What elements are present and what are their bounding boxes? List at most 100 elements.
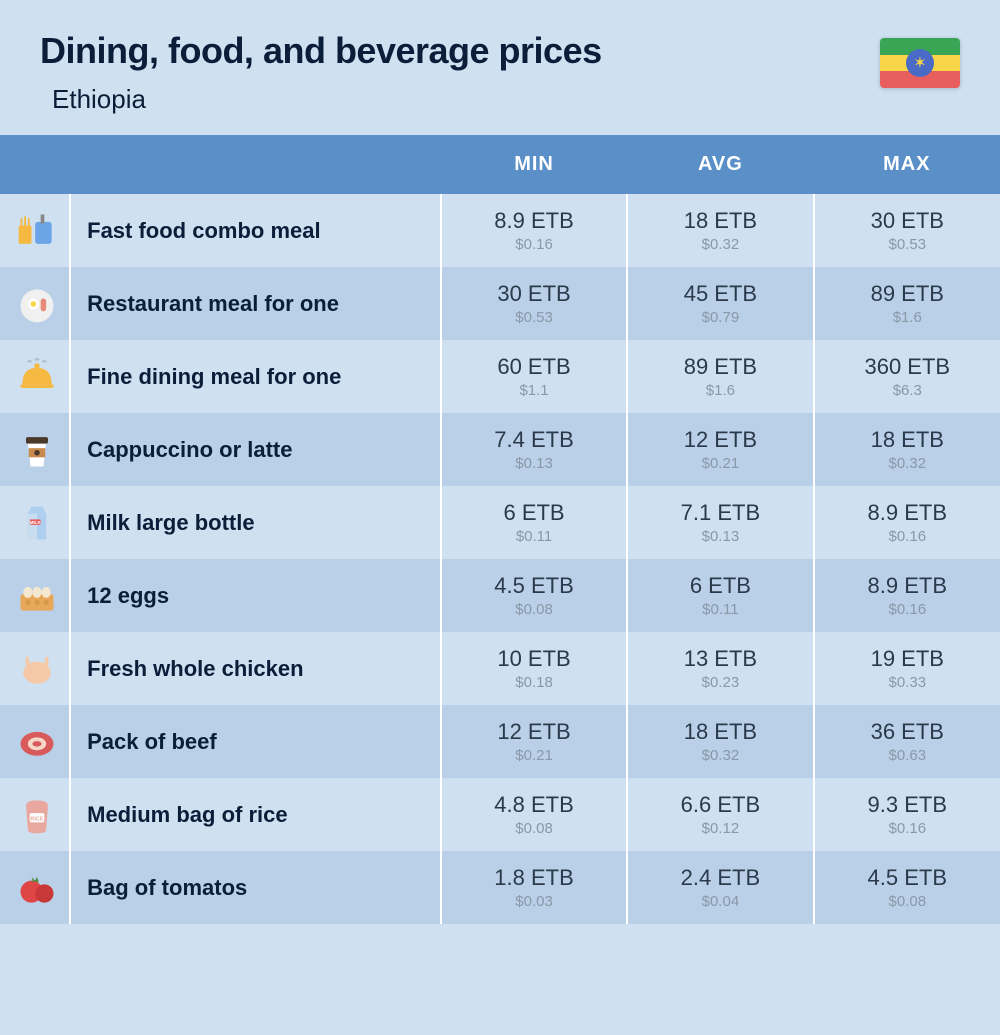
price-main: 9.3 ETB bbox=[815, 792, 1000, 818]
col-min: MIN bbox=[441, 135, 627, 194]
price-main: 18 ETB bbox=[815, 427, 1000, 453]
price-main: 13 ETB bbox=[628, 646, 812, 672]
item-label: Milk large bottle bbox=[70, 486, 441, 559]
item-label: Fine dining meal for one bbox=[70, 340, 441, 413]
price-usd: $1.6 bbox=[628, 382, 812, 399]
price-max: 89 ETB$1.6 bbox=[814, 267, 1000, 340]
price-min: 6 ETB$0.11 bbox=[441, 486, 627, 559]
country-name: Ethiopia bbox=[52, 84, 880, 115]
price-main: 89 ETB bbox=[628, 354, 812, 380]
price-avg: 89 ETB $1.6 bbox=[627, 340, 813, 413]
price-main: 12 ETB bbox=[442, 719, 626, 745]
fastfood-icon bbox=[0, 194, 70, 267]
price-usd: $0.16 bbox=[815, 528, 1000, 545]
price-max: 30 ETB $0.53 bbox=[814, 194, 1000, 267]
price-min: 4.5 ETB $0.08 bbox=[441, 559, 627, 632]
price-main: 4.8 ETB bbox=[442, 792, 626, 818]
price-min: 7.4 ETB$0.13 bbox=[441, 413, 627, 486]
table-row: Fine dining meal for one60 ETB $1.189 ETB… bbox=[0, 340, 1000, 413]
price-usd: $0.03 bbox=[442, 893, 626, 910]
item-label: Bag of tomatos bbox=[70, 851, 441, 924]
table-row: RICE Medium bag of rice4.8 ETB $0.086.6 ET… bbox=[0, 778, 1000, 851]
price-usd: $0.63 bbox=[815, 747, 1000, 764]
flag-icon: ✶ bbox=[880, 38, 960, 88]
price-main: 1.8 ETB bbox=[442, 865, 626, 891]
price-usd: $0.08 bbox=[815, 893, 1000, 910]
price-max: 360 ETB $6.3 bbox=[814, 340, 1000, 413]
table-row: 12 eggs4.5 ETB$0.086 ETB$0.118.9 ETB$0.1… bbox=[0, 559, 1000, 632]
price-avg: 12 ETB$0.21 bbox=[627, 413, 813, 486]
svg-text:MILK: MILK bbox=[29, 519, 41, 524]
price-avg: 6.6 ETB$0.12 bbox=[627, 778, 813, 851]
price-min: 10 ETB $0.18 bbox=[441, 632, 627, 705]
item-label: Fresh whole chicken bbox=[70, 632, 441, 705]
price-max: 9.3 ETB$0.16 bbox=[814, 778, 1000, 851]
price-main: 30 ETB bbox=[442, 281, 626, 307]
milk-icon: MILK bbox=[0, 486, 70, 559]
col-avg: AVG bbox=[627, 135, 813, 194]
price-usd: $0.53 bbox=[815, 236, 1000, 253]
tomato-icon bbox=[0, 851, 70, 924]
price-main: 7.1 ETB bbox=[628, 500, 812, 526]
price-min: 8.9 ETB$0.16 bbox=[441, 194, 627, 267]
price-usd: $0.12 bbox=[628, 820, 812, 837]
item-label: Restaurant meal for one bbox=[70, 267, 441, 340]
price-main: 6 ETB bbox=[628, 573, 812, 599]
price-usd: $0.13 bbox=[628, 528, 812, 545]
price-usd: $0.11 bbox=[628, 601, 812, 618]
price-usd: $0.32 bbox=[628, 236, 812, 253]
item-label: Medium bag of rice bbox=[70, 778, 441, 851]
price-avg: 2.4 ETB$0.04 bbox=[627, 851, 813, 924]
price-usd: $0.18 bbox=[442, 674, 626, 691]
meal-icon bbox=[0, 267, 70, 340]
table-row: Pack of beef12 ETB $0.2118 ETB$0.3236 ETB… bbox=[0, 705, 1000, 778]
price-max: 36 ETB $0.63 bbox=[814, 705, 1000, 778]
price-usd: $0.08 bbox=[442, 601, 626, 618]
table-header-row: MIN AVG MAX bbox=[0, 135, 1000, 194]
price-main: 360 ETB bbox=[815, 354, 1000, 380]
price-avg: 6 ETB $0.11 bbox=[627, 559, 813, 632]
price-min: 4.8 ETB $0.08 bbox=[441, 778, 627, 851]
price-main: 19 ETB bbox=[815, 646, 1000, 672]
price-main: 30 ETB bbox=[815, 208, 1000, 234]
table-row: Restaurant meal for one30 ETB$0.5345 ETB… bbox=[0, 267, 1000, 340]
price-avg: 13 ETB$0.23 bbox=[627, 632, 813, 705]
price-usd: $0.33 bbox=[815, 674, 1000, 691]
price-main: 4.5 ETB bbox=[442, 573, 626, 599]
price-usd: $0.21 bbox=[628, 455, 812, 472]
finedine-icon bbox=[0, 340, 70, 413]
coffee-icon bbox=[0, 413, 70, 486]
price-max: 4.5 ETB$0.08 bbox=[814, 851, 1000, 924]
item-label: Pack of beef bbox=[70, 705, 441, 778]
price-main: 60 ETB bbox=[442, 354, 626, 380]
price-avg: 18 ETB$0.32 bbox=[627, 705, 813, 778]
price-usd: $0.04 bbox=[628, 893, 812, 910]
price-usd: $0.11 bbox=[442, 528, 626, 545]
col-max: MAX bbox=[814, 135, 1000, 194]
price-avg: 45 ETB$0.79 bbox=[627, 267, 813, 340]
price-main: 10 ETB bbox=[442, 646, 626, 672]
svg-text:RICE: RICE bbox=[30, 816, 43, 822]
price-usd: $1.6 bbox=[815, 309, 1000, 326]
price-max: 19 ETB $0.33 bbox=[814, 632, 1000, 705]
price-table: MIN AVG MAX Fast food combo meal8.9 ETB$… bbox=[0, 135, 1000, 924]
price-main: 8.9 ETB bbox=[815, 500, 1000, 526]
table-row: Cappuccino or latte7.4 ETB$0.1312 ETB$0.… bbox=[0, 413, 1000, 486]
table-row: Bag of tomatos1.8 ETB $0.032.4 ETB$0.044.… bbox=[0, 851, 1000, 924]
price-usd: $0.08 bbox=[442, 820, 626, 837]
price-main: 8.9 ETB bbox=[815, 573, 1000, 599]
beef-icon bbox=[0, 705, 70, 778]
rice-icon: RICE bbox=[0, 778, 70, 851]
price-usd: $0.21 bbox=[442, 747, 626, 764]
price-usd: $6.3 bbox=[815, 382, 1000, 399]
title-block: Dining, food, and beverage prices Ethiop… bbox=[40, 30, 880, 115]
price-usd: $1.1 bbox=[442, 382, 626, 399]
page-title: Dining, food, and beverage prices bbox=[40, 30, 880, 72]
price-min: 12 ETB $0.21 bbox=[441, 705, 627, 778]
price-main: 36 ETB bbox=[815, 719, 1000, 745]
col-icon bbox=[0, 135, 70, 194]
price-min: 1.8 ETB $0.03 bbox=[441, 851, 627, 924]
price-main: 45 ETB bbox=[628, 281, 812, 307]
price-usd: $0.16 bbox=[815, 601, 1000, 618]
item-label: Fast food combo meal bbox=[70, 194, 441, 267]
